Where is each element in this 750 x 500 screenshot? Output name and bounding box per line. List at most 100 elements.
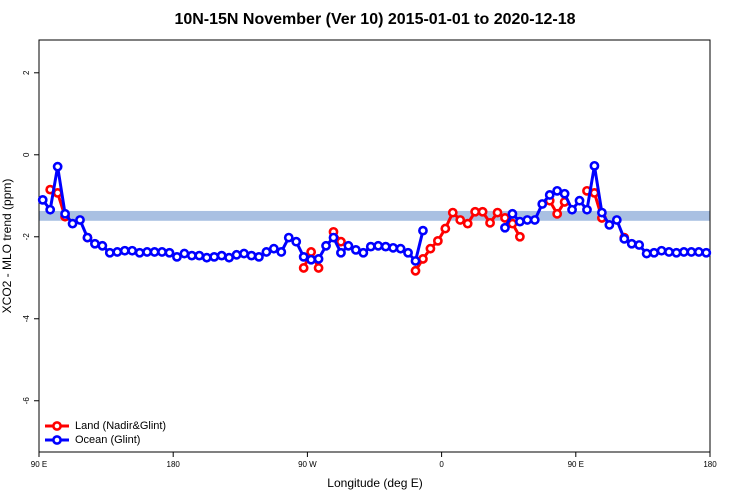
data-point: [626, 238, 637, 249]
data-point: [254, 251, 264, 262]
data-point: [507, 208, 518, 219]
data-point: [395, 243, 406, 254]
data-point: [522, 215, 533, 225]
data-point: [194, 250, 205, 261]
data-point: [291, 236, 302, 247]
plot-frame: [38, 39, 711, 453]
data-point: [649, 247, 659, 258]
y-tick-label: 0: [22, 152, 31, 157]
data-point: [52, 161, 63, 172]
data-point: [582, 204, 592, 215]
data-point: [186, 250, 197, 261]
legend: Land (Nadir&Glint) Ocean (Glint): [41, 416, 191, 450]
data-point: [90, 238, 100, 249]
reference-band: [39, 210, 710, 221]
legend-label: Ocean (Glint): [75, 434, 140, 446]
data-point: [559, 188, 570, 199]
data-point: [410, 256, 421, 266]
data-point: [142, 247, 153, 257]
x-tick-label: 90 E: [568, 460, 584, 469]
data-point: [45, 204, 56, 215]
data-point: [268, 243, 279, 254]
data-point: [104, 247, 115, 258]
data-point: [239, 248, 249, 259]
data-point: [75, 215, 85, 225]
data-point: [172, 251, 182, 262]
data-point: [537, 199, 548, 209]
chart-title: 10N-15N November (Ver 10) 2015-01-01 to …: [174, 11, 575, 28]
data-point: [380, 241, 391, 252]
data-point: [134, 247, 145, 258]
data-point: [418, 225, 428, 236]
data-point: [589, 160, 600, 171]
y-tick-label: -2: [22, 233, 31, 241]
data-point: [261, 247, 272, 257]
data-point: [388, 242, 399, 253]
x-tick-label: 90 W: [298, 460, 317, 469]
data-point: [425, 243, 436, 254]
data-point: [485, 217, 495, 228]
data-point: [164, 247, 175, 258]
data-point: [619, 233, 630, 244]
data-point: [664, 247, 674, 257]
data-point: [119, 245, 130, 256]
x-tick-label: 180: [167, 460, 181, 469]
data-point: [514, 216, 525, 227]
data-point: [231, 249, 242, 260]
legend-marker: [52, 421, 62, 431]
data-point: [358, 247, 369, 258]
data-point: [209, 251, 220, 262]
data-point: [224, 252, 235, 263]
data-point: [641, 248, 652, 259]
data-point: [313, 263, 324, 273]
data-point: [574, 195, 585, 206]
data-point: [529, 215, 540, 225]
data-point: [97, 240, 108, 251]
data-point: [455, 215, 466, 225]
data-point: [440, 223, 451, 234]
data-point: [544, 190, 555, 200]
data-point: [671, 247, 682, 258]
y-tick-label: 2: [22, 70, 31, 75]
data-point: [432, 235, 443, 246]
data-point: [246, 250, 257, 261]
data-point: [634, 240, 645, 250]
data-point: [306, 247, 317, 257]
data-point: [567, 204, 577, 215]
data-point: [604, 219, 615, 230]
x-axis-label: Longitude (deg E): [327, 476, 422, 490]
data-point: [477, 206, 488, 217]
data-point: [403, 247, 413, 258]
data-point: [500, 222, 510, 233]
x-tick-label: 180: [703, 460, 717, 469]
data-point: [552, 185, 563, 196]
data-point: [149, 247, 160, 257]
y-axis-label: XCO2 - MLO trend (ppm): [0, 179, 14, 314]
data-point: [201, 252, 212, 263]
y-tick-label: -6: [22, 397, 31, 405]
data-point: [462, 218, 473, 229]
data-point: [276, 247, 287, 257]
data-point: [492, 207, 503, 218]
data-point: [37, 194, 48, 205]
data-point: [298, 251, 309, 262]
data-point: [552, 208, 563, 219]
data-point: [82, 232, 93, 243]
data-point: [179, 248, 190, 259]
x-tick-label: 0: [439, 460, 444, 469]
data-point: [216, 250, 227, 261]
x-tick-label: 90 E: [31, 460, 47, 469]
data-point: [701, 247, 712, 258]
data-point: [686, 247, 697, 257]
data-point: [67, 218, 78, 229]
data-point: [343, 240, 354, 251]
data-point: [693, 247, 704, 257]
legend-box: [41, 416, 191, 450]
data-point: [336, 247, 346, 258]
data-point: [679, 247, 689, 257]
data-point: [283, 232, 294, 243]
data-point: [112, 247, 123, 257]
data-point: [157, 247, 167, 257]
data-point: [328, 232, 339, 243]
legend-label: Land (Nadir&Glint): [75, 420, 166, 432]
